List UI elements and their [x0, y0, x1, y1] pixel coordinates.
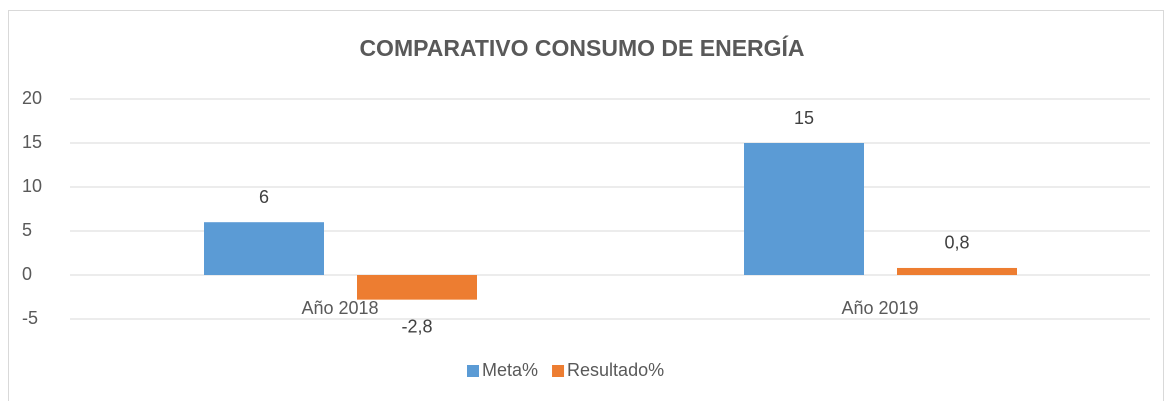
- y-tick-label: 5: [22, 220, 32, 240]
- chart-frame: [8, 10, 1164, 401]
- y-tick-label: -5: [22, 308, 38, 328]
- data-label: -2,8: [401, 316, 432, 336]
- x-tick-label: Año 2019: [841, 298, 918, 318]
- y-tick-label: 15: [22, 132, 42, 152]
- bar: [744, 143, 864, 275]
- legend-swatch: [552, 365, 565, 377]
- y-tick-label: 20: [22, 88, 42, 108]
- legend-label: Resultado%: [567, 360, 664, 380]
- legend-swatch: [467, 365, 479, 377]
- bar: [357, 275, 477, 300]
- data-label: 15: [794, 108, 814, 128]
- chart-title: COMPARATIVO CONSUMO DE ENERGÍA: [359, 34, 804, 61]
- data-label: 6: [259, 187, 269, 207]
- x-tick-label: Año 2018: [301, 298, 378, 318]
- bar: [897, 267, 1017, 275]
- bar: [204, 222, 324, 275]
- data-label: 0,8: [944, 233, 969, 253]
- y-tick-label: 0: [22, 264, 32, 284]
- legend-label: Meta%: [482, 360, 538, 380]
- y-tick-label: 10: [22, 176, 42, 196]
